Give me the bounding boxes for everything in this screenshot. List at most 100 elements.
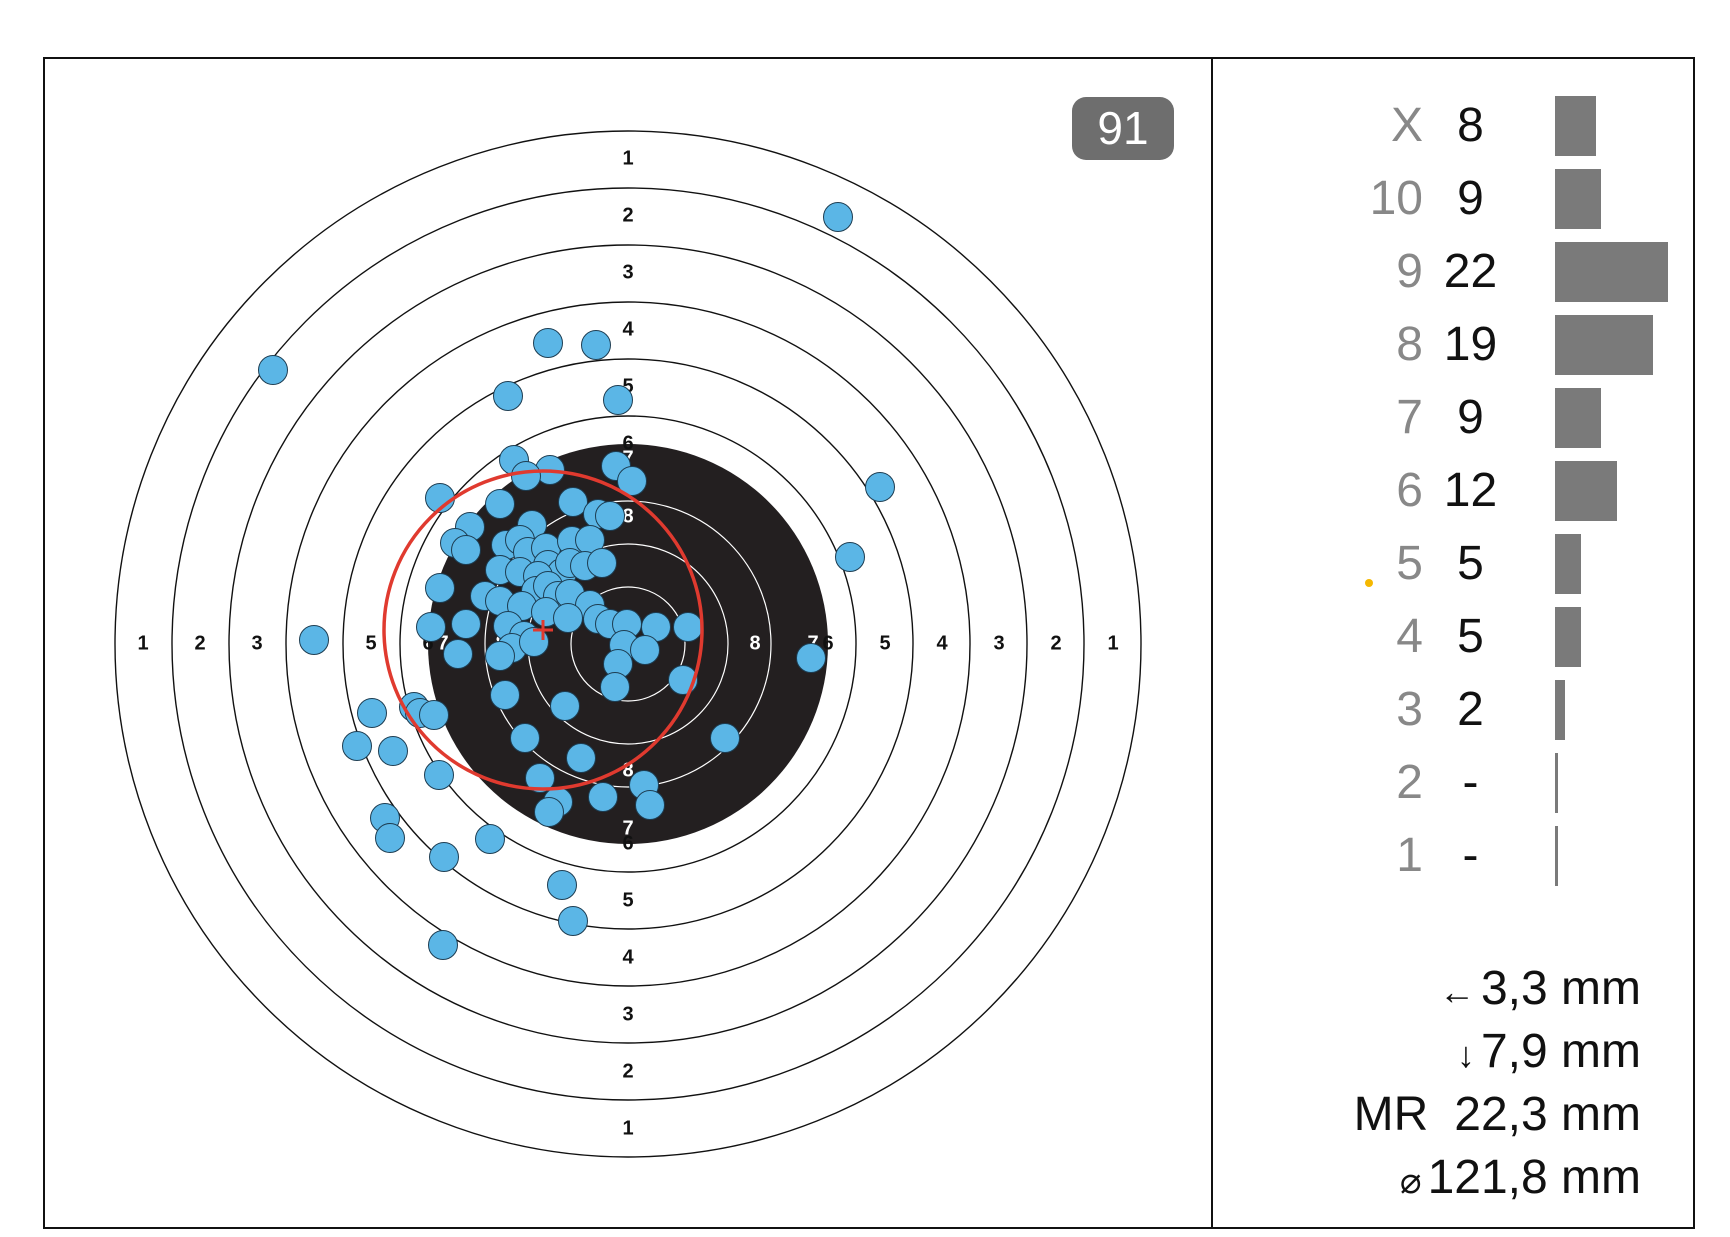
ring-count-bar xyxy=(1555,461,1617,521)
ring-count: 8 xyxy=(1457,99,1484,152)
shot-hit-78 xyxy=(566,743,596,773)
ring-label: 4 xyxy=(1396,610,1423,663)
diameter-stat: ⌀ 121,8 mm xyxy=(1221,1146,1641,1209)
shot-hit-54 xyxy=(673,612,703,642)
ring-number-3-top: 3 xyxy=(622,261,633,283)
ring-label: 5 xyxy=(1396,537,1423,590)
panel-divider xyxy=(1211,57,1213,1229)
score-panel: X 8 10 9 9 22 8 19 7 9 6 12 5 5 4 5 3 2 2-1- ← 3,3 mm ↓ 7,9 … xyxy=(1213,59,1693,1227)
shot-hit-9 xyxy=(493,381,523,411)
shot-hit-3 xyxy=(533,328,563,358)
ring-count-bar xyxy=(1555,753,1558,813)
shot-hit-64 xyxy=(485,641,515,671)
shot-hit-75 xyxy=(342,731,372,761)
shot-hit-15 xyxy=(617,466,647,496)
result-frame xyxy=(43,57,1695,1229)
ring-number-3-left: 3 xyxy=(251,632,262,654)
ring-count: 12 xyxy=(1443,464,1498,517)
ring-number-4-top: 4 xyxy=(622,318,634,340)
ring-number-1-right: 1 xyxy=(1107,632,1118,654)
shot-hit-39 xyxy=(425,573,455,603)
histogram-row: 10 9 xyxy=(1213,163,1693,235)
shot-hit-55 xyxy=(416,612,446,642)
shot-hit-49 xyxy=(553,603,583,633)
ring-label: 2 xyxy=(1396,756,1423,809)
ring-count-bar xyxy=(1555,826,1558,886)
ring-number-6-top: 6 xyxy=(622,432,633,454)
ring-number-4-right: 4 xyxy=(936,632,948,654)
shot-hit-60 xyxy=(519,627,549,657)
ring-number-3-right: 3 xyxy=(993,632,1004,654)
ring-number-5-bottom: 5 xyxy=(622,889,633,911)
ring-number-2-top: 2 xyxy=(622,204,633,226)
shot-hit-18 xyxy=(485,489,515,519)
target-view[interactable]: 11112222333344445555666677778888 xyxy=(45,59,1211,1227)
ring-count-bar xyxy=(1555,96,1596,156)
ring-number-5-left: 5 xyxy=(365,632,376,654)
ring-label: X xyxy=(1390,99,1423,152)
shot-hit-79 xyxy=(424,760,454,790)
shot-hit-87 xyxy=(375,823,405,853)
shot-hit-6 xyxy=(835,542,865,572)
shot-hit-89 xyxy=(429,842,459,872)
ring-count-bar xyxy=(1555,680,1565,740)
ring-label: 3 xyxy=(1396,683,1423,736)
histogram-row: 6 12 xyxy=(1213,455,1693,527)
offset-x-stat: ← 3,3 mm xyxy=(1221,957,1641,1020)
ring-number-8-right: 8 xyxy=(749,632,760,654)
shot-hit-2 xyxy=(258,355,288,385)
ring-number-8-bottom: 8 xyxy=(622,759,633,781)
group-stats: ← 3,3 mm ↓ 7,9 mm MR 22,3 mm ⌀ 121,8 mm xyxy=(1221,957,1641,1209)
ring-number-7-left: 7 xyxy=(437,632,448,654)
ring-count: 19 xyxy=(1443,318,1498,371)
ring-number-2-left: 2 xyxy=(194,632,205,654)
shot-hit-63 xyxy=(443,639,473,669)
offset-x-value: 3,3 mm xyxy=(1480,962,1641,1015)
shot-hit-62 xyxy=(630,635,660,665)
current-ring-marker-icon xyxy=(1365,579,1373,587)
ring-number-2-right: 2 xyxy=(1050,632,1061,654)
ring-label: 1 xyxy=(1396,829,1423,882)
ring-number-6-right: 6 xyxy=(822,632,833,654)
ring-number-1-top: 1 xyxy=(622,147,633,169)
shot-hit-1 xyxy=(823,202,853,232)
ring-number-1-bottom: 1 xyxy=(622,1117,633,1139)
ring-label: 7 xyxy=(1396,391,1423,444)
arrow-down-icon: ↓ xyxy=(1456,1034,1475,1075)
ring-count: - xyxy=(1462,829,1479,882)
ring-count-bar xyxy=(1555,607,1581,667)
ring-number-1-left: 1 xyxy=(137,632,148,654)
shot-hit-85 xyxy=(534,797,564,827)
histogram-row: 9 22 xyxy=(1213,236,1693,308)
shot-hit-90 xyxy=(547,870,577,900)
ring-count: 5 xyxy=(1457,610,1484,663)
shot-hit-22 xyxy=(595,501,625,531)
ring-count-bar xyxy=(1555,169,1601,229)
ring-number-5-top: 5 xyxy=(622,375,633,397)
shot-hit-91 xyxy=(558,906,588,936)
shot-hit-24 xyxy=(451,535,481,565)
ring-count: 9 xyxy=(1457,172,1484,225)
shot-hit-88 xyxy=(475,824,505,854)
histogram-row: 2- xyxy=(1213,747,1693,819)
shot-hit-84 xyxy=(635,790,665,820)
shot-hit-92 xyxy=(428,930,458,960)
group-circle xyxy=(382,469,704,791)
shot-hit-5 xyxy=(865,472,895,502)
ring-label: 8 xyxy=(1396,318,1423,371)
shot-hit-10 xyxy=(603,385,633,415)
offset-y-stat: ↓ 7,9 mm xyxy=(1221,1020,1641,1083)
shot-hit-56 xyxy=(451,609,481,639)
ring-number-7-bottom: 7 xyxy=(622,817,633,839)
ring-count-bar xyxy=(1555,388,1601,448)
offset-y-value: 7,9 mm xyxy=(1480,1025,1641,1078)
shot-hit-35 xyxy=(587,548,617,578)
shot-hit-76 xyxy=(378,736,408,766)
mr-label: MR xyxy=(1353,1088,1429,1141)
ring-number-6-left: 6 xyxy=(422,632,433,654)
histogram-row: 8 19 xyxy=(1213,309,1693,381)
